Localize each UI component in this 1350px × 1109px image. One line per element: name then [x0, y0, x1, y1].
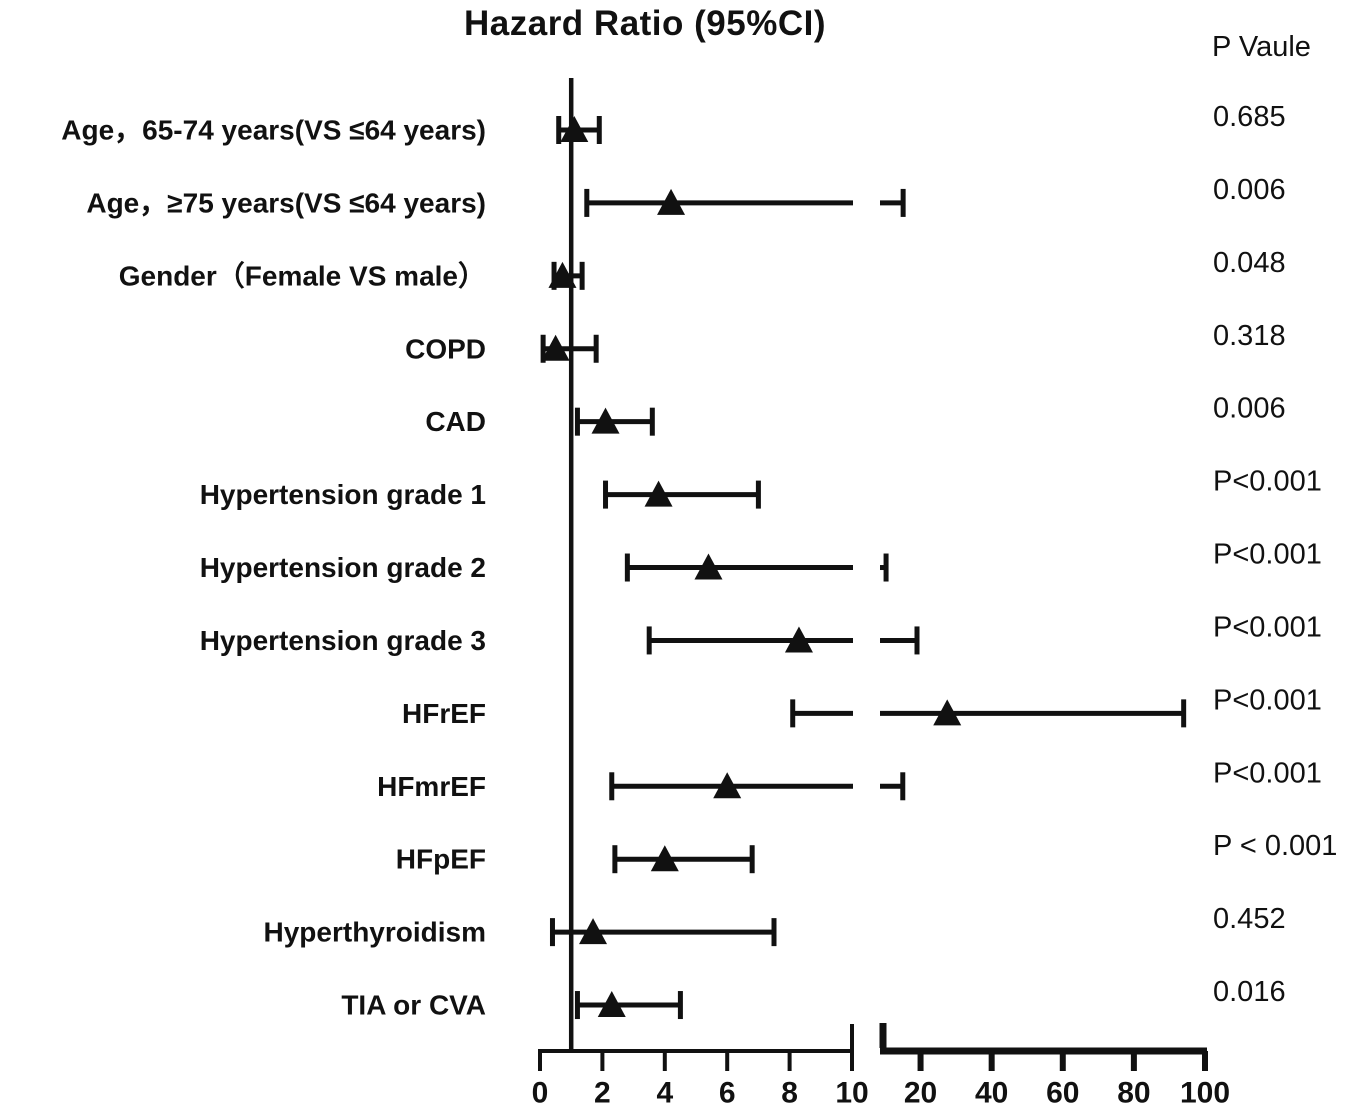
p-value: 0.006 — [1213, 393, 1286, 425]
row-label: Gender（Female VS male） — [119, 259, 486, 291]
row-label: COPD — [405, 333, 486, 364]
point-marker-triangle — [713, 772, 742, 799]
point-marker-triangle — [591, 407, 620, 434]
row-label: Age，65-74 years(VS ≤64 years) — [61, 115, 486, 146]
x-tick-label: 100 — [1180, 1077, 1230, 1109]
x-tick-label: 20 — [904, 1077, 937, 1109]
point-marker-triangle — [784, 626, 813, 653]
p-value: P<0.001 — [1213, 539, 1322, 571]
p-value: P<0.001 — [1213, 466, 1322, 498]
row-label: CAD — [425, 406, 486, 437]
x-tick-label: 2 — [594, 1077, 611, 1109]
row-label: Hypertension grade 3 — [200, 625, 486, 656]
point-marker-triangle — [694, 553, 723, 580]
point-marker-triangle — [657, 188, 686, 215]
p-value-column-header: P Vaule — [1212, 31, 1311, 63]
row-label: TIA or CVA — [341, 990, 486, 1021]
row-label: HFpEF — [396, 844, 486, 875]
x-tick-label: 10 — [835, 1077, 868, 1109]
point-marker-triangle — [560, 116, 589, 142]
p-value: P < 0.001 — [1213, 830, 1337, 862]
point-marker-triangle — [541, 334, 570, 361]
p-value: P<0.001 — [1213, 611, 1322, 643]
row-label: Age，≥75 years(VS ≤64 years) — [86, 187, 486, 218]
row-label: HFrEF — [402, 698, 486, 729]
row-label: HFmrEF — [377, 771, 486, 802]
x-tick-label: 8 — [781, 1077, 798, 1109]
row-label: Hypertension grade 1 — [200, 479, 486, 510]
point-marker-triangle — [597, 991, 626, 1018]
point-marker-triangle — [650, 845, 679, 872]
p-value: P<0.001 — [1213, 684, 1322, 716]
chart-title: Hazard Ratio (95%CI) — [463, 4, 827, 43]
p-value: 0.318 — [1213, 320, 1286, 352]
point-marker-triangle — [933, 699, 962, 726]
x-tick-label: 4 — [656, 1077, 673, 1109]
x-tick-label: 40 — [975, 1077, 1008, 1109]
p-value: P<0.001 — [1213, 757, 1322, 789]
x-tick-label: 60 — [1046, 1077, 1079, 1109]
point-marker-triangle — [644, 480, 673, 507]
p-value: 0.452 — [1213, 903, 1286, 935]
row-label: Hyperthyroidism — [264, 917, 487, 948]
point-marker-triangle — [548, 261, 577, 288]
p-value: 0.048 — [1213, 247, 1286, 279]
point-marker-triangle — [579, 918, 608, 945]
x-tick-label: 0 — [532, 1077, 549, 1109]
p-value: 0.685 — [1213, 101, 1286, 133]
p-value: 0.006 — [1213, 174, 1286, 206]
x-tick-label: 80 — [1117, 1077, 1150, 1109]
x-tick-label: 6 — [719, 1077, 736, 1109]
p-value: 0.016 — [1213, 976, 1286, 1008]
row-label: Hypertension grade 2 — [200, 552, 486, 583]
